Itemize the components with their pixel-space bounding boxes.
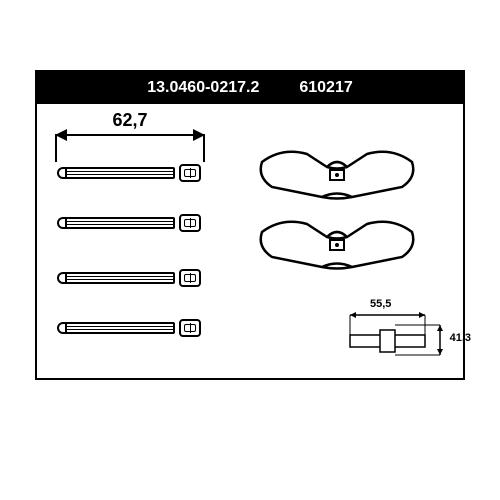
clip-icon xyxy=(252,142,422,212)
dimension-pin-length: 62,7 xyxy=(55,112,205,142)
pin-head xyxy=(179,269,201,287)
clip-component xyxy=(252,142,422,212)
dimension-label: 55,5 xyxy=(370,298,391,310)
part-number: 13.0460-0217.2 xyxy=(147,79,259,97)
pin-head xyxy=(179,319,201,337)
extension-line xyxy=(203,134,205,162)
schematic-icon xyxy=(335,300,455,370)
pin-component xyxy=(57,269,201,287)
clip-icon xyxy=(252,212,422,282)
pin-shaft xyxy=(65,322,175,334)
pin-shaft xyxy=(65,272,175,284)
pin-shaft xyxy=(65,217,175,229)
pin-component xyxy=(57,164,201,182)
header-bar: 13.0460-0217.2 610217 xyxy=(37,72,463,104)
pin-shaft xyxy=(65,167,175,179)
dimension-line xyxy=(55,134,205,136)
pin-component xyxy=(57,214,201,232)
dimension-label: 41,3 xyxy=(450,332,471,344)
dimension-label: 62,7 xyxy=(55,110,205,131)
extension-line xyxy=(55,134,57,162)
diagram-frame: 13.0460-0217.2 610217 62,7 55,5 41,3 xyxy=(35,70,465,380)
clip-component xyxy=(252,212,422,282)
schematic-view: 55,5 41,3 xyxy=(335,300,455,370)
pin-head xyxy=(179,214,201,232)
pin-component xyxy=(57,319,201,337)
pin-head xyxy=(179,164,201,182)
diagram-content: 62,7 55,5 41,3 xyxy=(37,104,463,378)
ref-number: 610217 xyxy=(299,79,352,97)
